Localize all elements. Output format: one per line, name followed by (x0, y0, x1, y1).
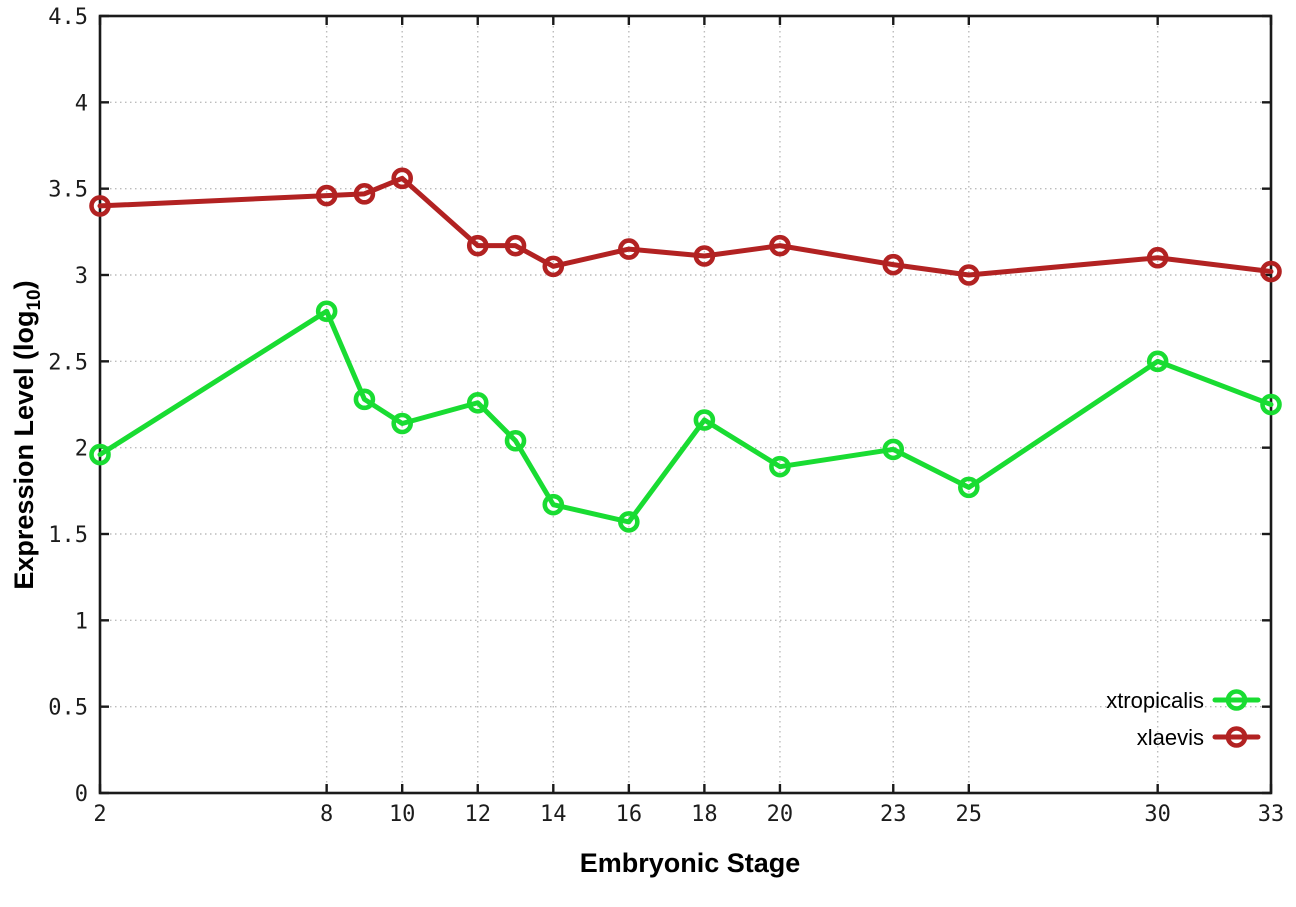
y-tick-label: 0 (75, 782, 88, 807)
legend-marker-sample (1225, 689, 1248, 711)
series-line-xtropicalis (97, 308, 1274, 525)
data-point-marker (618, 238, 640, 260)
series-xtropicalis (89, 300, 1282, 533)
legend-row-xlaevis: xlaevis (1137, 725, 1261, 750)
data-point-marker (769, 455, 791, 478)
legend-marker-sample (1225, 726, 1248, 748)
legend: xtropicalis xlaevis (1106, 688, 1261, 750)
x-tick-label: 20 (767, 802, 794, 827)
data-point-marker (315, 300, 338, 323)
x-tick-label: 8 (320, 802, 333, 827)
x-tick-label: 30 (1144, 802, 1171, 827)
x-tick-label: 23 (880, 802, 907, 827)
y-axis-title: Expression Level (log10) (9, 280, 45, 589)
data-point-marker (1146, 350, 1169, 373)
data-point-marker (618, 511, 640, 533)
y-tick-label: 2 (75, 437, 88, 462)
x-tick-label: 12 (464, 802, 491, 827)
data-point-marker (693, 409, 716, 431)
data-point-marker (353, 183, 376, 205)
legend-label-xlaevis: xlaevis (1137, 725, 1204, 750)
data-point-marker (391, 412, 413, 435)
data-series (89, 167, 1282, 533)
data-point-marker (504, 429, 527, 452)
x-tick-labels: 2 8 10 12 14 16 18 20 23 25 30 33 (93, 802, 1284, 827)
data-point-marker (315, 184, 338, 207)
x-tick-label: 25 (956, 802, 983, 827)
data-point-marker (89, 195, 111, 217)
x-tick-label: 2 (93, 802, 106, 827)
data-point-marker (542, 255, 565, 278)
y-tick-label: 4.5 (48, 5, 88, 30)
data-point-marker (769, 234, 791, 257)
axis-ticks (98, 14, 1273, 795)
legend-label-xtropicalis: xtropicalis (1106, 688, 1204, 713)
x-tick-label: 33 (1258, 802, 1285, 827)
data-point-marker (958, 476, 980, 499)
data-point-marker (504, 234, 527, 257)
data-point-marker (353, 388, 376, 411)
y-tick-label: 3 (75, 264, 88, 289)
x-axis-title: Embryonic Stage (580, 848, 801, 878)
gridlines (100, 16, 1271, 793)
data-point-marker (89, 443, 111, 466)
y-tick-labels: 0 0.5 1 1.5 2 2.5 3 3.5 4 4.5 (48, 5, 88, 807)
data-point-marker (882, 253, 905, 276)
data-point-marker (1260, 393, 1282, 416)
data-point-marker (466, 391, 489, 414)
data-point-marker (542, 493, 565, 516)
x-tick-label: 18 (691, 802, 718, 827)
data-point-marker (958, 264, 980, 286)
y-tick-label: 0.5 (48, 696, 88, 721)
x-tick-label: 10 (389, 802, 416, 827)
data-point-marker (1260, 260, 1282, 283)
data-point-marker (882, 438, 905, 461)
y-tick-label: 3.5 (48, 178, 88, 203)
x-tick-label: 14 (540, 802, 567, 827)
series-xlaevis (89, 167, 1282, 286)
data-point-marker (466, 234, 489, 257)
y-tick-label: 1.5 (48, 523, 88, 548)
y-tick-label: 1 (75, 609, 88, 634)
legend-row-xtropicalis: xtropicalis (1106, 688, 1261, 713)
data-point-marker (391, 167, 413, 190)
series-line-xlaevis (97, 175, 1274, 278)
y-tick-label: 2.5 (48, 350, 88, 375)
data-point-marker (1146, 246, 1169, 269)
x-tick-label: 16 (616, 802, 643, 827)
y-tick-label: 4 (75, 91, 88, 116)
data-point-marker (693, 245, 716, 267)
